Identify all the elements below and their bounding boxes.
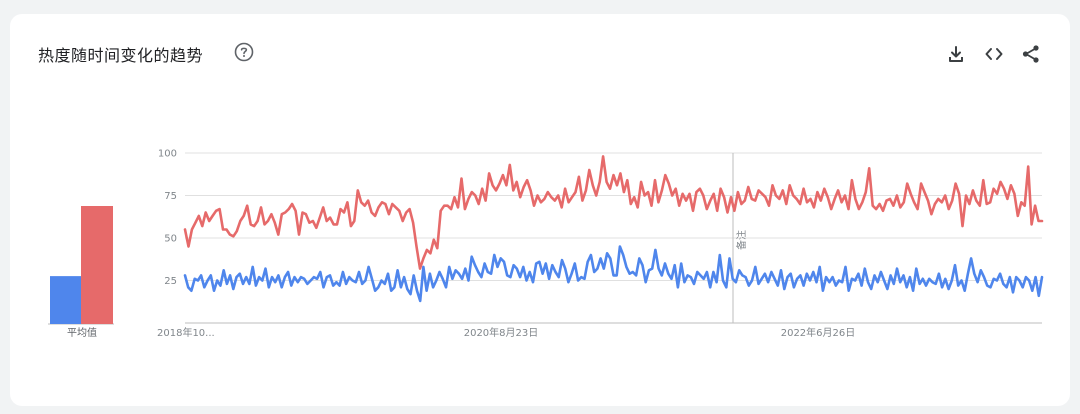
avg-bar-red [81, 206, 113, 324]
chart-card: 热度随时间变化的趋势 [10, 14, 1070, 406]
embed-code-icon[interactable] [983, 43, 1005, 65]
share-icon[interactable] [1020, 43, 1042, 65]
help-circle-icon[interactable] [234, 42, 254, 62]
x-tick-label: 2022年6月26日 [781, 326, 856, 339]
annotation-label: 备注 [735, 230, 748, 250]
y-tick-label: 75 [164, 191, 177, 202]
y-tick-label: 50 [164, 234, 177, 245]
series-line-red [183, 155, 1044, 270]
x-tick-label: 2018年10... [157, 326, 215, 339]
x-tick-label: 2020年8月23日 [464, 326, 539, 339]
series-line-blue [183, 245, 1044, 303]
average-label: 平均值 [67, 326, 97, 339]
chart-title: 热度随时间变化的趋势 [38, 46, 204, 65]
y-tick-label: 100 [158, 149, 177, 160]
y-tick-label: 25 [164, 276, 177, 287]
avg-bar-blue [50, 276, 81, 324]
download-icon[interactable] [945, 43, 967, 65]
